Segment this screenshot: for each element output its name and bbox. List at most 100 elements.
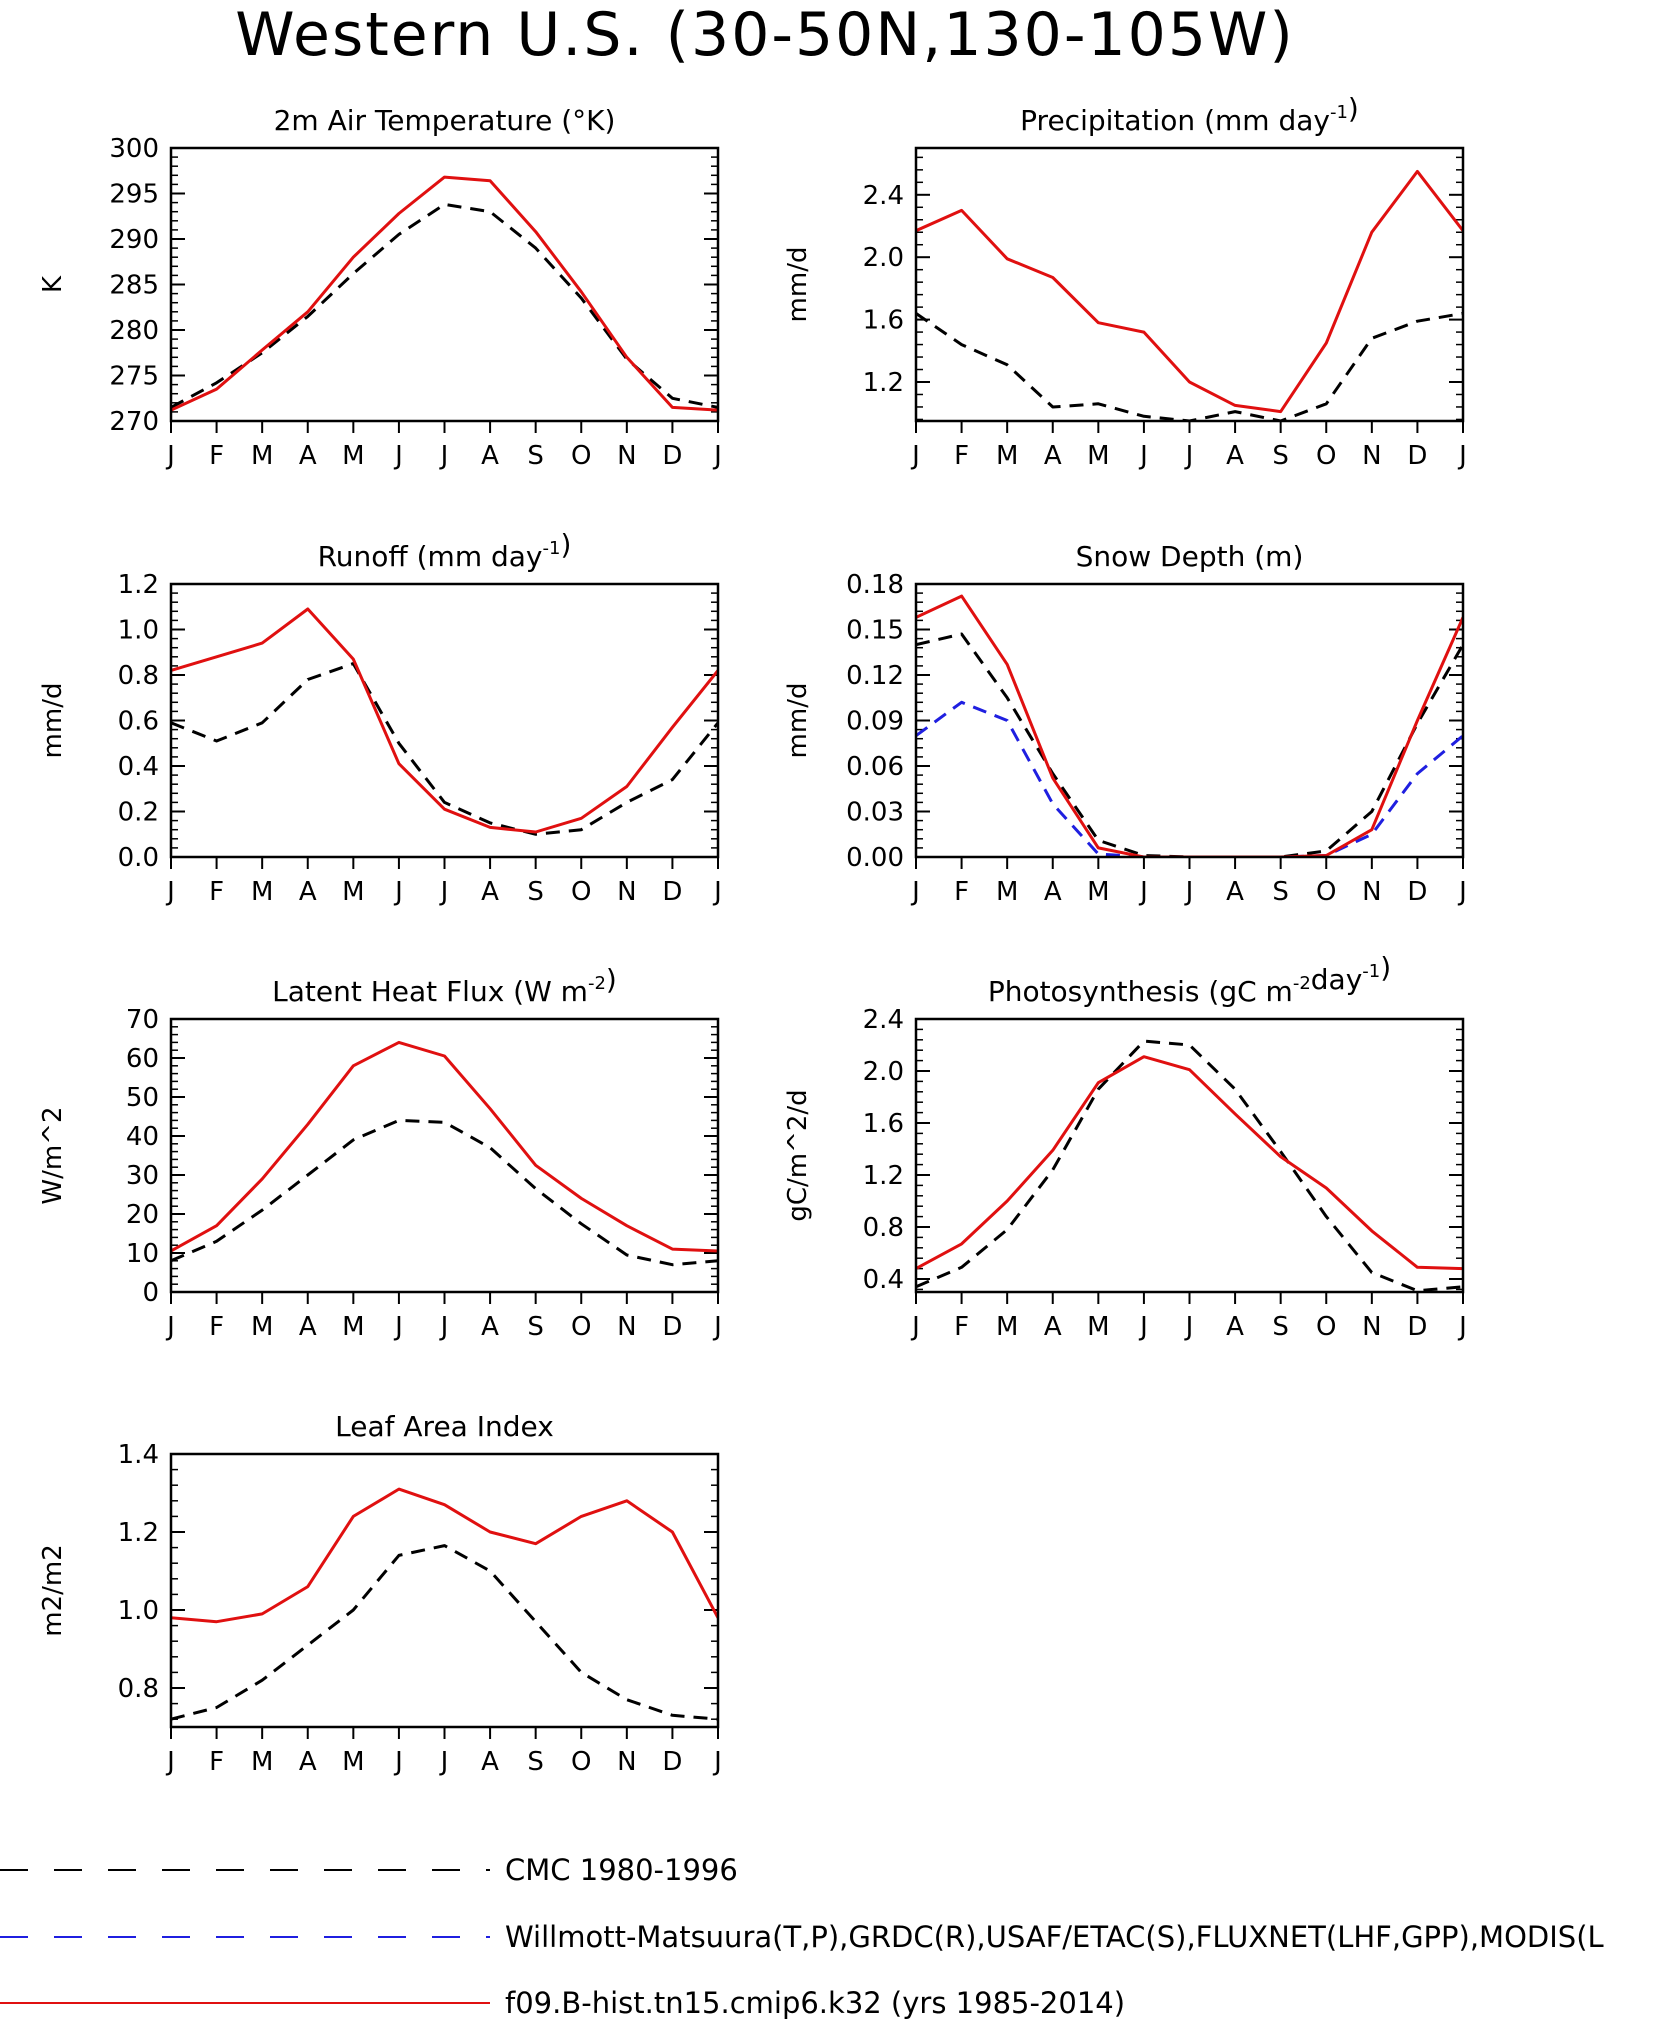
x-tick-label: M [251,1312,273,1342]
x-tick-label: J [712,441,722,471]
y-tick-label: 300 [109,134,159,164]
x-tick-label: A [481,1312,499,1342]
x-tick-label: S [527,441,544,471]
series-group [171,607,718,836]
x-tick-label: J [393,441,403,471]
x-tick-label: A [299,441,317,471]
x-tick-label: A [299,877,317,907]
x-tick-label: J [439,441,449,471]
plot-frame [169,1017,720,1294]
y-tick-label: 295 [109,180,159,210]
x-tick-label: J [165,1747,175,1777]
panel-title: Precipitation (mm day-1) [1020,92,1359,137]
x-tick-label: M [996,877,1018,907]
x-tick-label: J [712,1312,722,1342]
x-tick-label: N [1362,1312,1381,1342]
x-tick-label: O [571,441,591,471]
x-tick-label: J [1457,441,1467,471]
series-group [171,1040,718,1267]
panel-title: Leaf Area Index [335,1410,554,1443]
x-tick-label: A [1226,441,1244,471]
series-line-solid [171,1040,718,1253]
y-tick-label: 1.4 [118,1440,159,1470]
x-tick-label: A [299,1312,317,1342]
x-tick-label: S [527,877,544,907]
chart-panel-1: 2m Air Temperature (°K) K 270 275 280 285 290 2… [38,104,722,471]
panel-title: Latent Heat Flux (W m-2) [272,963,617,1008]
series-group [171,1487,718,1721]
y-axis-label: mm/d [38,683,68,759]
series-line-solid [171,175,718,412]
x-tick-label: M [342,877,364,907]
x-tick-label: M [996,1312,1018,1342]
x-tick-label: S [527,1747,544,1777]
y-tick-label: 0.8 [118,1674,159,1704]
y-tick-label: 1.0 [118,1596,159,1626]
y-tick-label: 0.6 [118,707,159,737]
y-tick-label: 1.2 [863,368,904,398]
x-tick-label: J [910,441,920,471]
y-tick-label: 270 [109,407,159,437]
x-tick-label: J [1138,441,1148,471]
x-tick-label: F [209,1312,224,1342]
y-tick-label: 1.6 [863,1109,904,1139]
y-tick-label: 30 [126,1161,159,1191]
y-tick-label: 0.8 [863,1213,904,1243]
y-tick-label: 1.2 [118,570,159,600]
x-tick-label: F [954,441,969,471]
x-tick-label: N [1362,877,1381,907]
x-tick-label: M [251,1747,273,1777]
y-tick-label: 0.2 [118,798,159,828]
x-tick-label: A [1044,441,1062,471]
series-line-solid [916,594,1463,857]
y-axis-label: mm/d [783,247,813,323]
x-tick-label: A [1044,1312,1062,1342]
x-tick-label: D [1407,877,1427,907]
y-tick-label: 0.4 [863,1265,904,1295]
x-tick-label: A [1226,877,1244,907]
y-tick-label: 1.2 [863,1161,904,1191]
x-tick-label: M [342,1747,364,1777]
x-tick-label: J [1184,1312,1194,1342]
plot-frame [914,1017,1465,1294]
x-tick-label: F [209,1747,224,1777]
x-tick-label: M [1087,877,1109,907]
y-tick-label: 1.6 [863,306,904,336]
y-tick-label: 0.4 [118,752,159,782]
x-tick-label: N [617,1747,636,1777]
y-tick-label: 50 [126,1083,159,1113]
series-group [916,594,1463,857]
x-tick-label: D [662,1312,682,1342]
x-tick-label: M [251,441,273,471]
legend-label: f09.B-hist.tn15.cmip6.k32 (yrs 1985-2014… [505,1986,1125,2020]
x-tick-label: O [1316,1312,1336,1342]
x-tick-label: A [299,1747,317,1777]
x-tick-label: A [481,877,499,907]
y-tick-label: 0.09 [846,707,904,737]
x-tick-label: D [662,1747,682,1777]
y-axis-label: gC/m^2/d [783,1089,813,1221]
x-tick-label: S [1272,877,1289,907]
x-tick-label: J [439,877,449,907]
y-axis-label: mm/d [783,683,813,759]
y-tick-label: 2.0 [863,1057,904,1087]
plot-frame [169,1452,720,1729]
x-tick-label: M [342,1312,364,1342]
x-tick-label: S [1272,441,1289,471]
y-tick-label: 1.2 [118,1518,159,1548]
x-tick-label: O [571,877,591,907]
plot-frame [169,582,720,859]
y-tick-label: 2.4 [863,1005,904,1035]
x-tick-label: J [439,1312,449,1342]
x-tick-label: S [1272,1312,1289,1342]
x-tick-label: D [1407,441,1427,471]
x-tick-label: M [1087,1312,1109,1342]
legend-label: Willmott-Matsuura(T,P),GRDC(R),USAF/ETAC… [505,1920,1604,1954]
y-axis-label: m2/m2 [38,1544,68,1637]
series-line-solid [916,1055,1463,1271]
y-tick-label: 0.8 [118,661,159,691]
x-tick-label: N [1362,441,1381,471]
y-tick-label: 10 [126,1239,159,1269]
panel-title: Snow Depth (m) [1076,540,1304,573]
